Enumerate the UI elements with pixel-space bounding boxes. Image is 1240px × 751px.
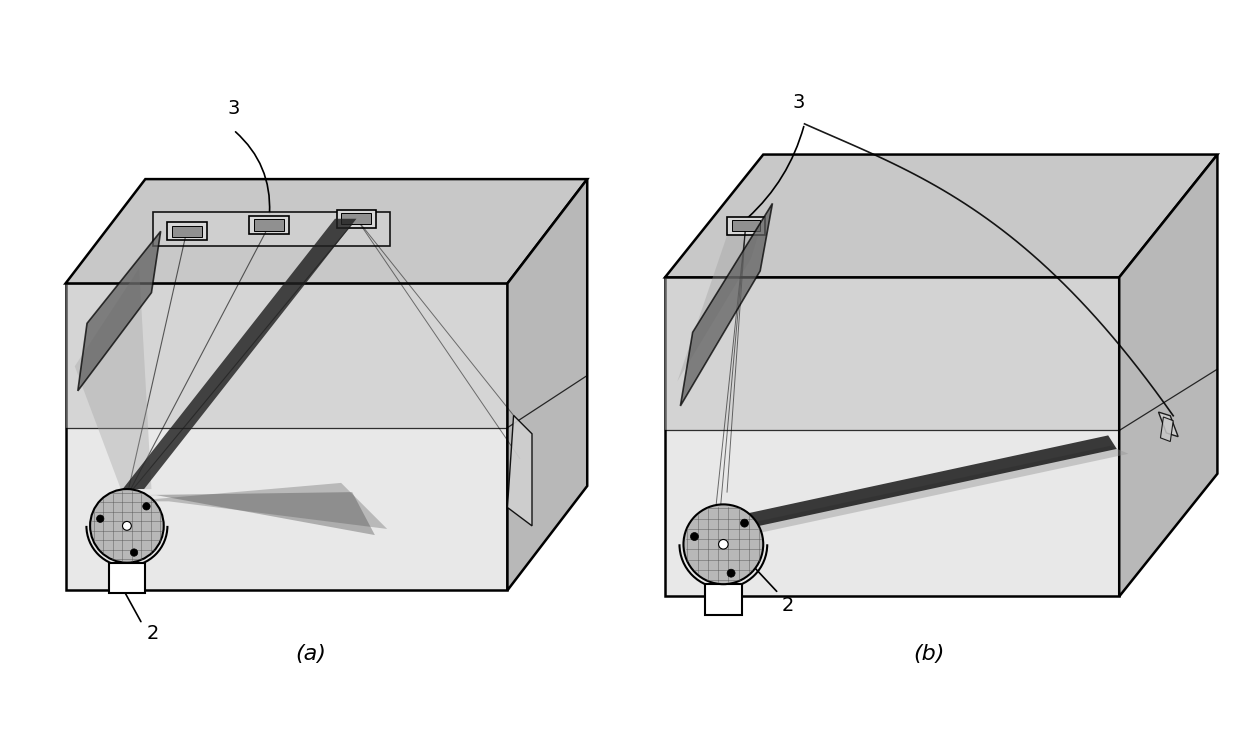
Polygon shape xyxy=(66,283,507,427)
Polygon shape xyxy=(1158,412,1178,436)
Polygon shape xyxy=(725,436,1117,529)
Polygon shape xyxy=(665,277,1120,430)
Circle shape xyxy=(91,489,164,562)
Polygon shape xyxy=(677,226,761,382)
Polygon shape xyxy=(153,213,391,246)
Polygon shape xyxy=(507,179,588,590)
Bar xyxy=(732,220,760,231)
Polygon shape xyxy=(764,155,1218,277)
Text: 3: 3 xyxy=(792,92,805,112)
Bar xyxy=(249,216,289,234)
Circle shape xyxy=(718,539,728,549)
Polygon shape xyxy=(135,492,374,535)
Text: 2: 2 xyxy=(781,596,794,616)
Text: (a): (a) xyxy=(295,644,326,664)
Bar xyxy=(336,210,377,228)
Text: 3: 3 xyxy=(227,98,239,118)
Polygon shape xyxy=(123,219,356,489)
Bar xyxy=(171,226,202,237)
Polygon shape xyxy=(66,179,588,283)
Bar xyxy=(166,222,207,240)
Polygon shape xyxy=(681,204,773,406)
Circle shape xyxy=(123,521,131,530)
Polygon shape xyxy=(66,283,507,590)
Bar xyxy=(109,562,145,593)
Polygon shape xyxy=(74,268,151,489)
Circle shape xyxy=(97,515,104,523)
Polygon shape xyxy=(507,415,532,526)
Circle shape xyxy=(130,549,138,556)
Bar xyxy=(341,213,372,225)
Polygon shape xyxy=(665,277,1120,596)
Polygon shape xyxy=(129,483,387,529)
Polygon shape xyxy=(145,179,588,283)
Text: 2: 2 xyxy=(146,624,159,643)
Text: (b): (b) xyxy=(914,644,945,664)
Polygon shape xyxy=(729,446,1128,535)
Polygon shape xyxy=(78,231,161,391)
Bar xyxy=(727,216,765,235)
Bar xyxy=(704,584,742,615)
Polygon shape xyxy=(665,155,1218,277)
Circle shape xyxy=(691,532,698,541)
Circle shape xyxy=(740,519,749,527)
Circle shape xyxy=(727,569,735,578)
Polygon shape xyxy=(1120,155,1218,596)
Circle shape xyxy=(688,530,709,552)
Circle shape xyxy=(683,505,764,584)
Bar xyxy=(254,219,284,231)
Circle shape xyxy=(143,502,150,510)
Polygon shape xyxy=(1161,417,1173,442)
